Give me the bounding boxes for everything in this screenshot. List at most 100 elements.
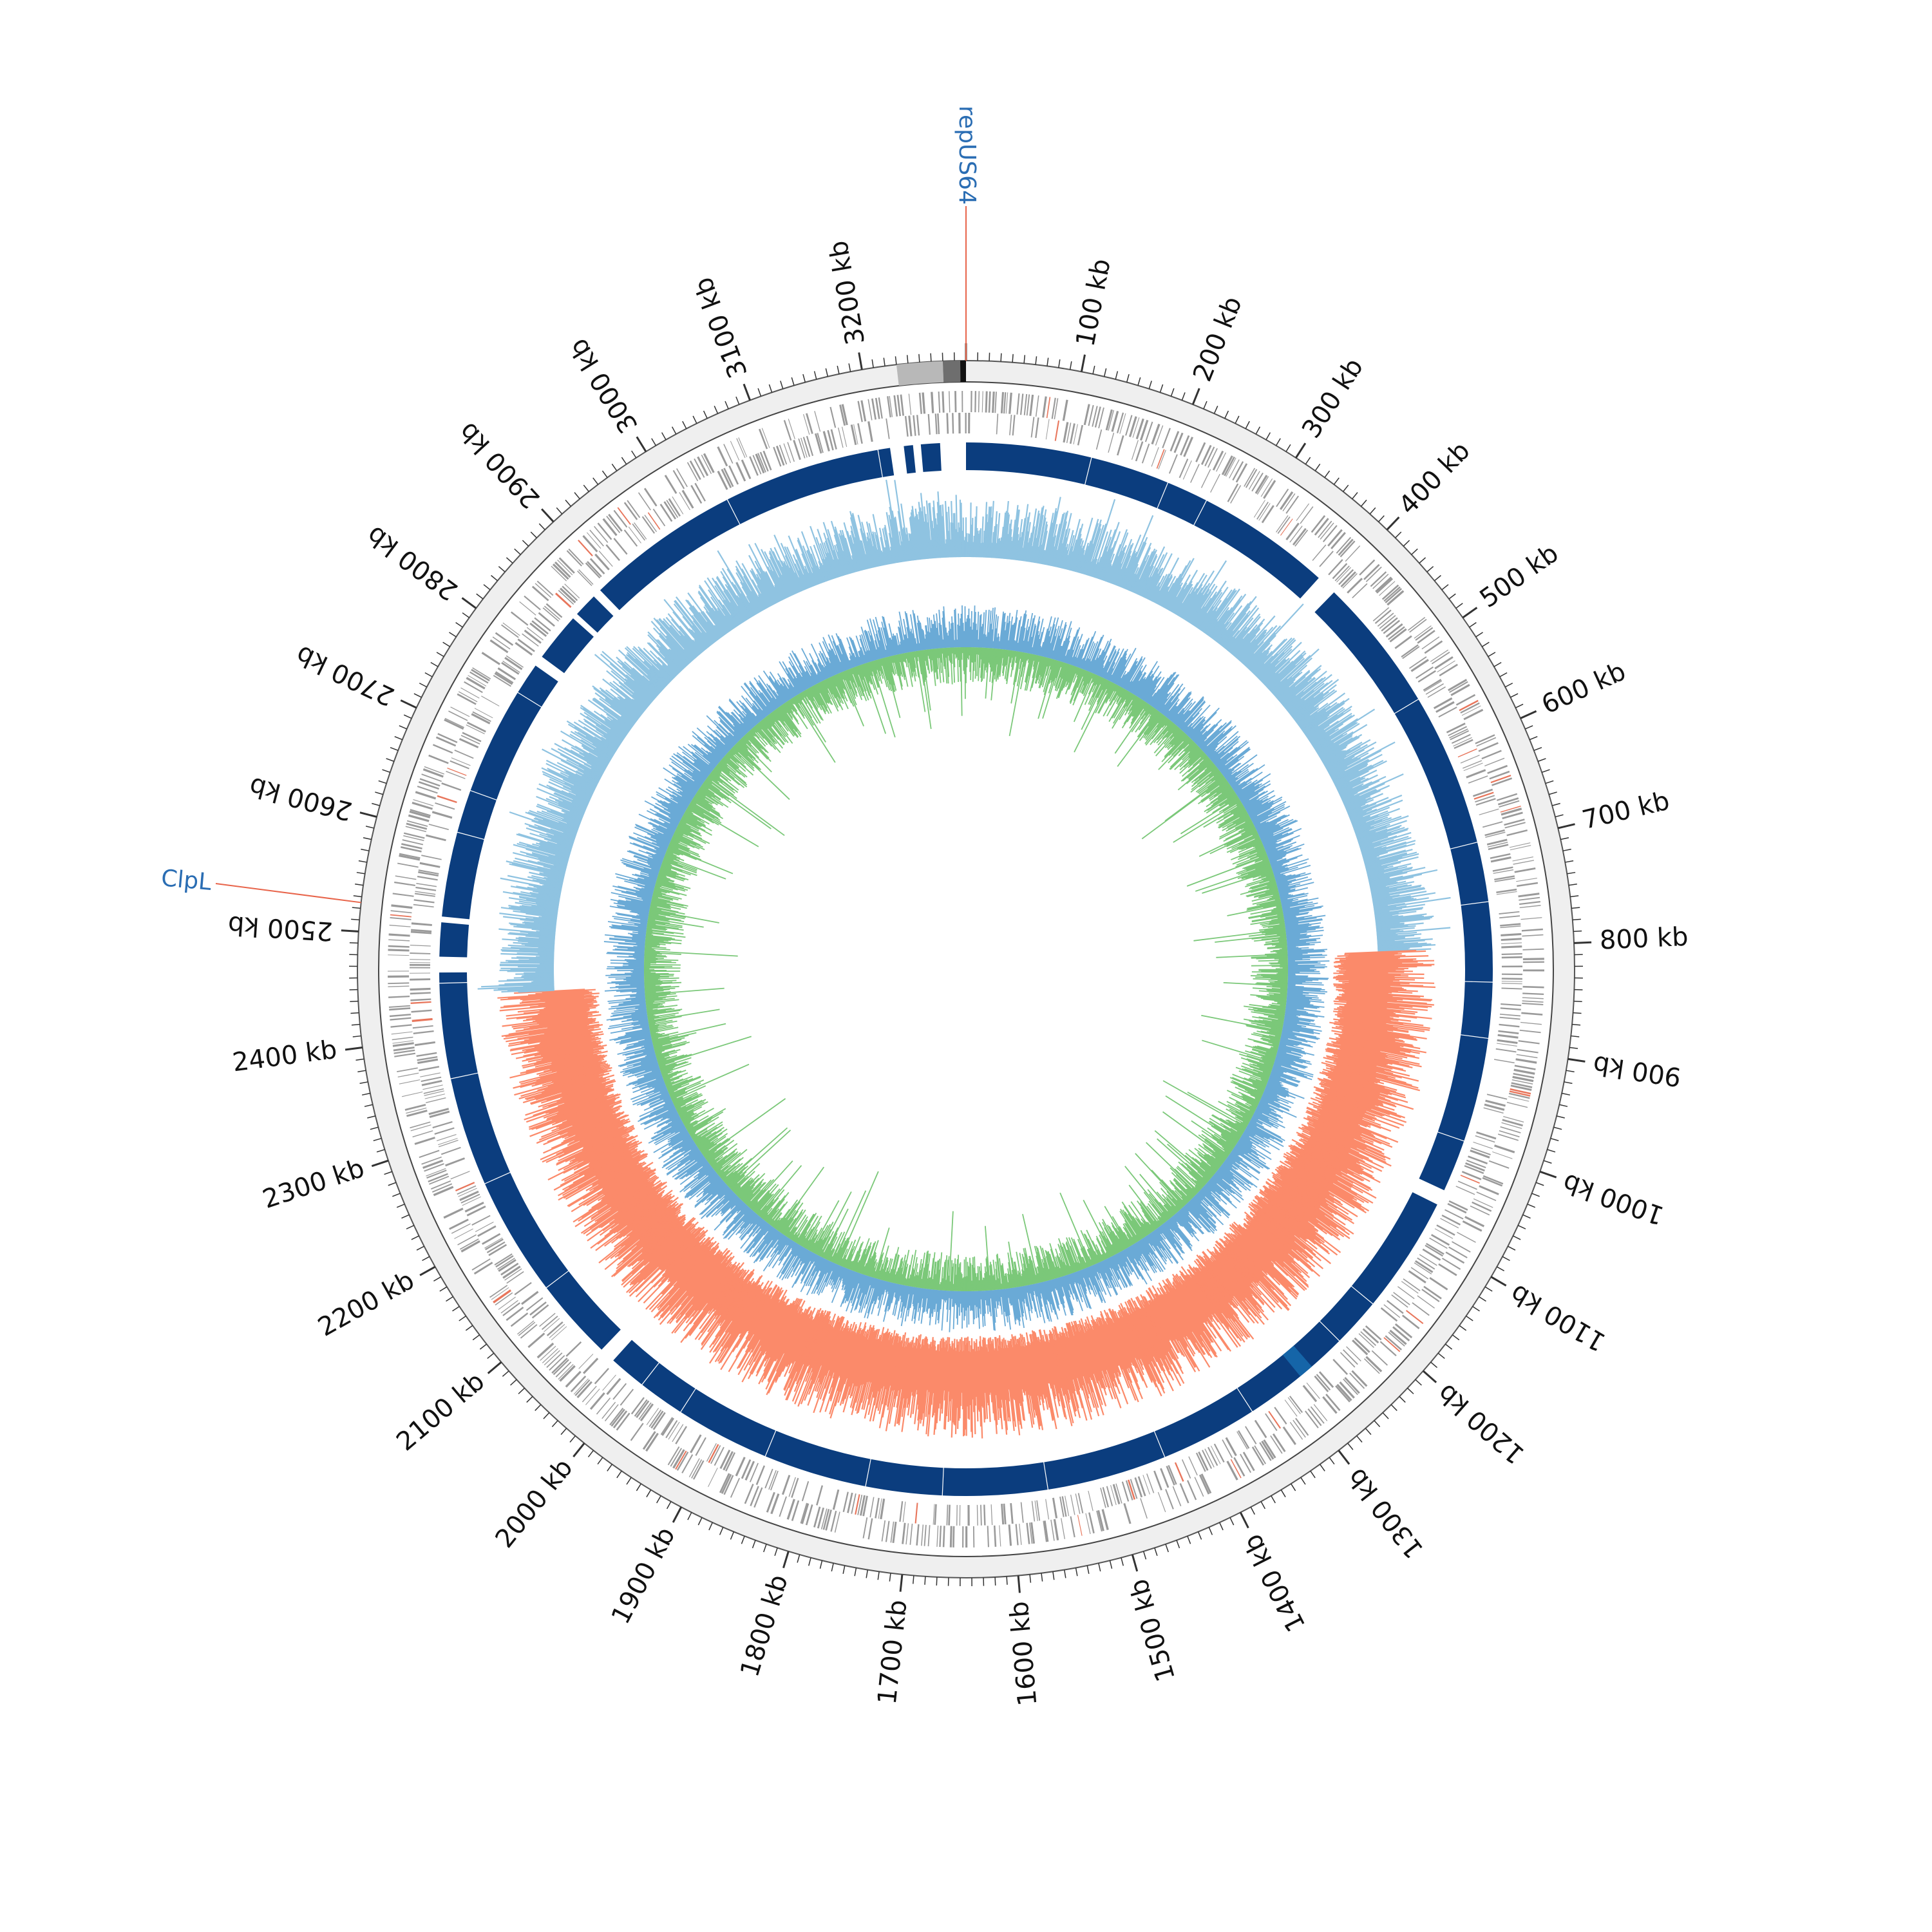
feature-bar <box>1035 417 1039 439</box>
feature-bar <box>514 1282 532 1296</box>
skew-positive-bar <box>1285 677 1323 710</box>
skew-negative-bar <box>525 1085 614 1116</box>
feature-bar <box>1077 1515 1083 1536</box>
tick-label: 1100 kb <box>1505 1278 1611 1357</box>
skew-positive-bar <box>1065 535 1075 570</box>
skew-negative-bar <box>680 1273 735 1343</box>
feature-bar <box>1088 404 1094 426</box>
skew-positive-bar <box>1377 942 1418 946</box>
skew-negative-bar <box>1031 1334 1044 1395</box>
skew-negative-bar <box>743 1287 780 1349</box>
feature-bar <box>602 518 618 536</box>
feature-bar <box>1003 392 1007 414</box>
feature-bar <box>820 1508 828 1530</box>
minor-tick <box>1517 1225 1526 1229</box>
skew-positive-bar <box>553 864 567 869</box>
skew-negative-bar <box>659 1247 715 1308</box>
skew-positive-bar <box>1376 928 1391 932</box>
skew-positive-bar <box>1240 634 1265 663</box>
skew-positive-bar <box>1099 522 1120 580</box>
skew-negative-bar <box>1274 1180 1325 1217</box>
skew-positive-bar <box>1168 596 1177 611</box>
feature-bar <box>1101 1509 1109 1530</box>
skew-negative-bar <box>558 1108 612 1130</box>
skew-positive-bar <box>1334 760 1384 786</box>
skew-negative-bar <box>1344 983 1436 989</box>
minor-tick <box>1285 444 1291 452</box>
skew-negative-bar <box>1333 1052 1404 1070</box>
skew-positive-bar <box>542 884 562 891</box>
skew-negative-bar <box>519 998 585 1004</box>
skew-negative-bar <box>1337 1015 1404 1025</box>
skew-negative-bar <box>967 1336 969 1419</box>
skew-negative-bar <box>717 1280 770 1362</box>
skew-negative-bar <box>526 1093 608 1123</box>
tick-label: 1700 kb <box>873 1598 913 1706</box>
feature-bar <box>1190 464 1200 483</box>
feature-bar <box>1519 905 1541 909</box>
feature-bar <box>1336 536 1352 554</box>
feature-bar <box>1200 1473 1212 1494</box>
skew-negative-bar <box>795 1314 824 1382</box>
skew-negative-bar <box>934 1350 940 1413</box>
skew-negative-bar <box>1281 1186 1346 1231</box>
skew-positive-bar <box>1246 642 1271 668</box>
homology-block <box>681 1388 776 1457</box>
skew-positive-bar <box>1295 690 1338 723</box>
skew-negative-bar <box>906 1345 916 1399</box>
minor-tick <box>774 1548 778 1557</box>
feature-bar <box>1224 456 1235 477</box>
skew-positive-bar <box>527 933 556 936</box>
skew-negative-bar <box>1010 1338 1023 1429</box>
skew-negative-bar <box>709 1276 761 1353</box>
skew-negative-bar <box>641 1214 686 1254</box>
skew-negative-bar <box>1312 1123 1391 1160</box>
skew-positive-bar <box>1085 528 1101 576</box>
skew-positive-bar <box>1015 540 1019 560</box>
skew-negative-bar <box>1172 1278 1222 1352</box>
feature-bar <box>460 687 480 699</box>
minor-tick <box>601 470 608 478</box>
feature-bar <box>1345 545 1361 562</box>
skew-negative-bar <box>1251 1203 1322 1262</box>
feature-bar <box>1106 1486 1113 1506</box>
feature-bar <box>1310 1406 1325 1424</box>
feature-bar <box>949 391 951 413</box>
feature-bar <box>665 1420 678 1439</box>
feature-bar <box>1501 978 1522 980</box>
skew-negative-bar <box>1149 1299 1180 1354</box>
skew-positive-bar <box>1318 744 1340 758</box>
skew-negative-bar <box>679 1247 716 1289</box>
skew-negative-bar <box>643 1241 704 1304</box>
skew-positive-bar <box>1238 629 1267 661</box>
feature-bar <box>762 450 772 471</box>
feature-bar <box>451 1223 471 1234</box>
skew-negative-bar <box>1243 1224 1284 1262</box>
skew-negative-bar <box>765 1302 792 1352</box>
skew-negative-bar <box>738 1289 784 1368</box>
feature-bar <box>1141 443 1150 464</box>
skew-positive-bar <box>1287 683 1325 713</box>
skew-negative-bar <box>1153 1300 1177 1340</box>
skew-negative-bar <box>1196 1254 1239 1307</box>
skew-positive-bar <box>1143 569 1159 598</box>
skew-negative-bar <box>561 1141 637 1182</box>
feature-bar <box>404 1104 426 1111</box>
skew-positive-bar <box>976 531 979 558</box>
feature-bar <box>623 529 638 547</box>
feature-bar <box>1235 463 1248 483</box>
feature-bar <box>410 959 431 960</box>
feature-bar <box>409 810 431 819</box>
major-tick <box>858 352 863 370</box>
skew-positive-bar <box>995 513 1001 558</box>
feature-bar <box>1464 1165 1484 1174</box>
skew-positive-bar <box>1315 734 1343 753</box>
skew-negative-bar <box>758 1304 799 1385</box>
skew-negative-bar <box>1311 1115 1374 1143</box>
feature-bar <box>392 1040 414 1044</box>
feature-bar <box>1035 395 1039 417</box>
skew-positive-bar <box>1156 574 1173 605</box>
skew-negative-bar <box>701 1271 754 1346</box>
feature-bar <box>1311 515 1326 533</box>
skew-negative-bar <box>540 1079 616 1104</box>
